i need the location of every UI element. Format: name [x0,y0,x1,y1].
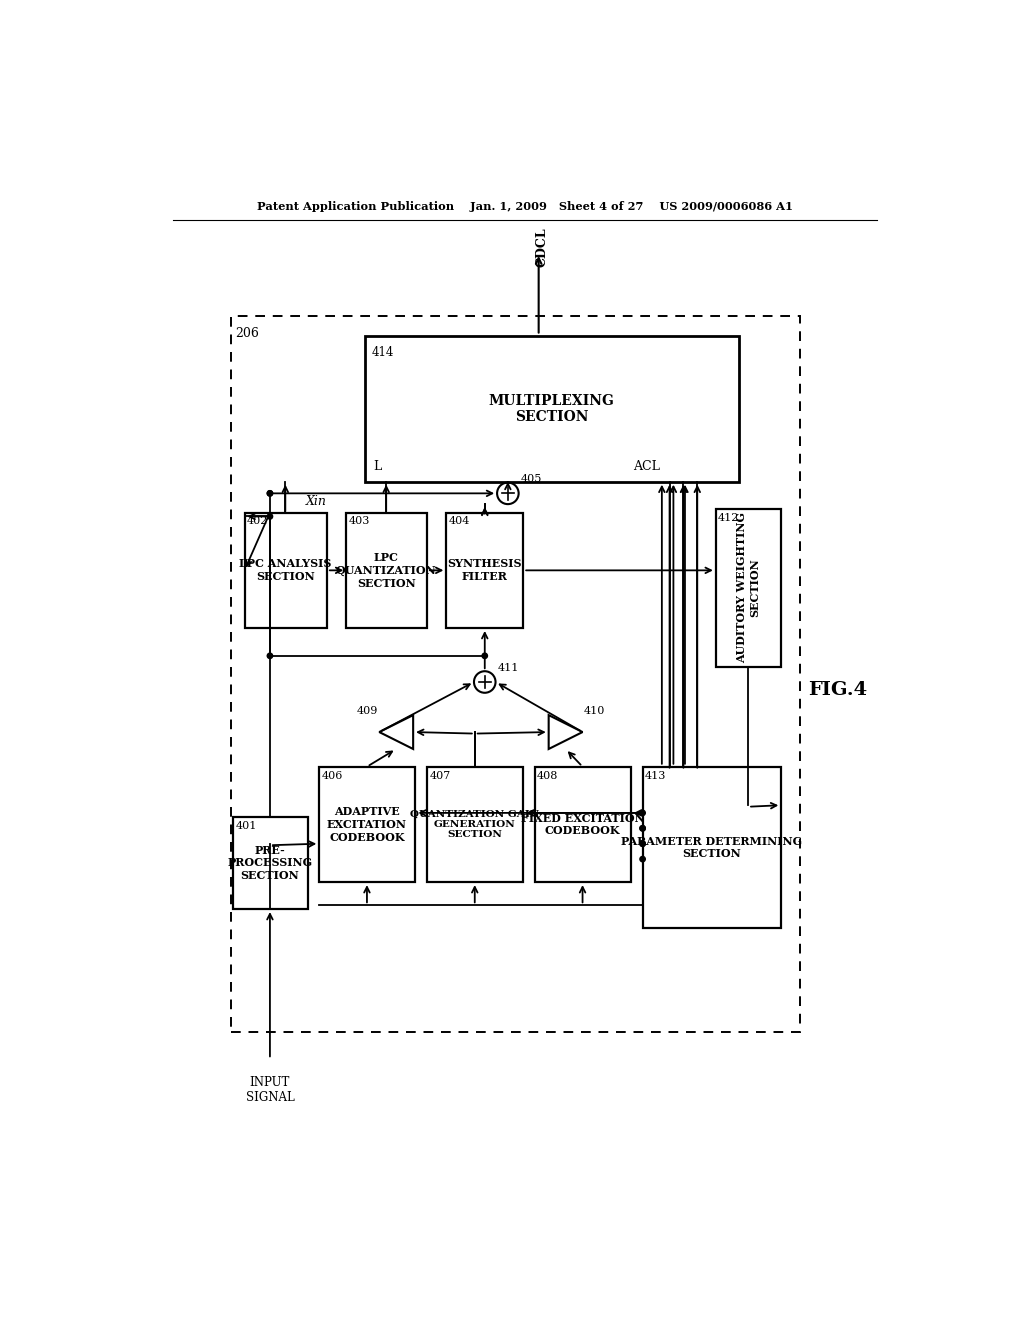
Text: 412: 412 [718,512,739,523]
Text: LPC ANALYSIS
SECTION: LPC ANALYSIS SECTION [240,558,332,582]
Text: 206: 206 [236,327,259,341]
Circle shape [267,653,272,659]
Text: 414: 414 [372,346,394,359]
Text: LPC
QUANTIZATION
SECTION: LPC QUANTIZATION SECTION [336,552,436,589]
Text: 402: 402 [247,516,268,527]
Bar [716,508,781,667]
Bar [245,512,327,628]
Circle shape [640,810,645,816]
Text: 413: 413 [645,771,667,780]
Bar [643,767,781,928]
Text: 409: 409 [356,706,378,717]
Bar [319,767,416,882]
Circle shape [267,491,272,496]
Text: Xin: Xin [306,495,327,508]
Text: 410: 410 [584,706,605,717]
Text: MULTIPLEXING
SECTION: MULTIPLEXING SECTION [488,393,614,424]
Text: L: L [373,459,381,473]
Bar [427,767,523,882]
Text: AUDITORY WEIGHTING
SECTION: AUDITORY WEIGHTING SECTION [736,512,760,663]
Text: Patent Application Publication    Jan. 1, 2009   Sheet 4 of 27    US 2009/000608: Patent Application Publication Jan. 1, 2… [257,201,793,211]
Bar [366,335,739,482]
Text: SYNTHESIS
FILTER: SYNTHESIS FILTER [447,558,522,582]
Circle shape [482,653,487,659]
Bar [535,767,631,882]
Circle shape [640,825,645,832]
Text: ADAPTIVE
EXCITATION
CODEBOOK: ADAPTIVE EXCITATION CODEBOOK [327,807,407,842]
Text: 404: 404 [449,516,470,527]
Bar [230,317,801,1032]
Bar [446,512,523,628]
Circle shape [640,857,645,862]
Bar [346,512,427,628]
Text: FIXED EXCITATION
CODEBOOK: FIXED EXCITATION CODEBOOK [520,813,644,837]
Text: 401: 401 [236,821,257,830]
Text: 408: 408 [538,771,558,780]
Text: 411: 411 [498,663,519,673]
Text: 407: 407 [429,771,451,780]
Circle shape [640,841,645,846]
Text: 406: 406 [322,771,343,780]
Text: INPUT
SIGNAL: INPUT SIGNAL [246,1076,294,1104]
Text: PARAMETER DETERMINING
SECTION: PARAMETER DETERMINING SECTION [622,836,803,859]
Text: CDCL: CDCL [536,227,548,267]
Circle shape [267,513,272,519]
Text: FIG.4: FIG.4 [808,681,867,698]
Circle shape [267,491,272,496]
Circle shape [640,825,645,832]
Text: 405: 405 [521,474,543,484]
Text: 403: 403 [348,516,370,527]
Text: ACL: ACL [633,459,659,473]
Text: PRE-
PROCESSING
SECTION: PRE- PROCESSING SECTION [227,845,312,882]
Bar [233,817,307,909]
Circle shape [640,841,645,846]
Text: QUANTIZATION GAIN
GENERATION
SECTION: QUANTIZATION GAIN GENERATION SECTION [411,809,540,840]
